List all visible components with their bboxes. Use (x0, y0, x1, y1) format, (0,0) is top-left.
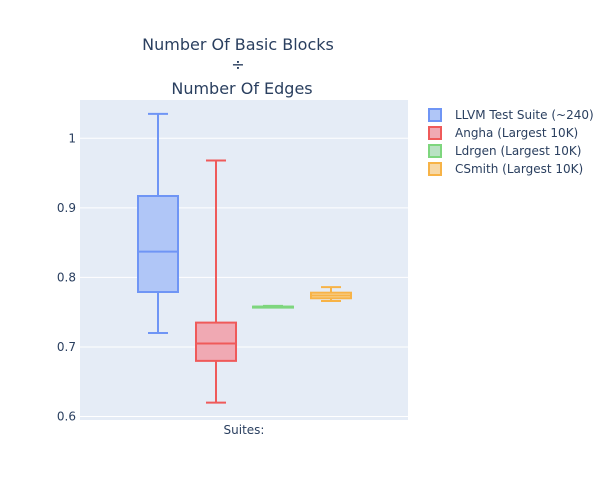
y-axis-ticks: 0.6 0.7 0.8 0.9 1 (57, 131, 76, 423)
legend-label: Ldrgen (Largest 10K) (455, 144, 581, 158)
legend[interactable]: LLVM Test Suite (~240) Angha (Largest 10K… (428, 108, 594, 176)
x-category-label: Suites: (224, 423, 265, 437)
box-3 (252, 304, 294, 309)
box-2 (195, 159, 237, 404)
legend-label: Angha (Largest 10K) (455, 126, 578, 140)
plot-area (80, 100, 408, 420)
legend-item[interactable]: CSmith (Largest 10K) (428, 162, 583, 176)
y-tick-label: 1 (68, 131, 76, 145)
y-tick-label: 0.6 (57, 410, 76, 424)
legend-label: CSmith (Largest 10K) (455, 162, 583, 176)
box-iqr (195, 321, 237, 362)
box-iqr (137, 195, 179, 293)
legend-item[interactable]: Ldrgen (Largest 10K) (428, 144, 581, 158)
y-tick-label: 0.7 (57, 340, 76, 354)
legend-item[interactable]: Angha (Largest 10K) (428, 126, 578, 140)
y-tick-label: 0.8 (57, 270, 76, 284)
y-gridlines (80, 137, 408, 418)
legend-item[interactable]: LLVM Test Suite (~240) (428, 108, 594, 122)
boxes (137, 112, 352, 404)
title-line-1: Number Of Basic Blocks (142, 35, 334, 54)
title-line-2: ÷ (231, 55, 244, 74)
legend-swatch (428, 126, 442, 140)
title-line-3: Number Of Edges (171, 79, 312, 98)
y-tick-label: 0.9 (57, 201, 76, 215)
legend-label: LLVM Test Suite (~240) (455, 108, 594, 122)
legend-swatch (428, 162, 442, 176)
chart-title: Number Of Basic Blocks ÷ Number Of Edges (142, 35, 334, 98)
box-1 (137, 112, 179, 335)
box-4 (310, 286, 352, 303)
legend-swatch (428, 144, 442, 158)
legend-swatch (428, 108, 442, 122)
